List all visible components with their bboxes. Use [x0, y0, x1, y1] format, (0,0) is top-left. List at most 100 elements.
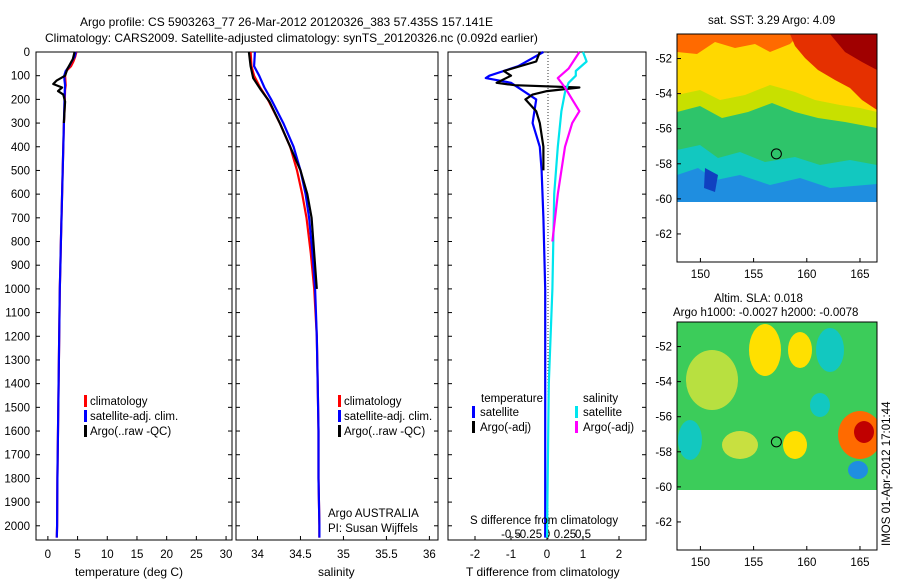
sla-warm-core	[854, 421, 874, 443]
depth-tick-label: 2000	[4, 521, 30, 533]
x-tick-label: 35.5	[375, 549, 397, 561]
sla-map-panel: Altim. SLA: 0.018 Argo h1000: -0.0027 h2…	[655, 293, 878, 569]
temperature-legend: climatology satellite-adj. clim. Argo(..…	[84, 395, 178, 438]
legend-swatch-climatology	[84, 395, 87, 407]
salinity-panel: 34 34.5 35 35.5 36 salinity climatology sate…	[235, 51, 439, 579]
sla-low-patch	[810, 393, 830, 417]
difference-lines	[484, 51, 588, 538]
x-tick-label: 5	[74, 549, 80, 561]
legend-label-climatology: climatology	[90, 396, 148, 408]
depth-tick-label: 1800	[4, 473, 30, 485]
sla-map-subtitle: Argo h1000: -0.0027 h2000: -0.0078	[673, 307, 858, 319]
legend-swatch-argo	[338, 425, 341, 437]
legend-label-argo: Argo(..raw -QC)	[344, 426, 425, 438]
legend-label-satellite: satellite-adj. clim.	[344, 411, 432, 423]
figure-title-line2: Climatology: CARS2009. Satellite-adjuste…	[45, 31, 538, 45]
depth-tick-label: 800	[11, 237, 30, 249]
sst-warm-patch	[677, 34, 800, 54]
depth-tick-label: 500	[11, 165, 30, 177]
latitude-label: -58	[655, 159, 672, 171]
legend-title-salinity: salinity	[583, 393, 618, 405]
latitude-label: -54	[655, 89, 672, 101]
longitude-label: 160	[797, 557, 816, 569]
depth-tick-label: 1000	[4, 284, 30, 296]
x2-tick-label: -0.5	[501, 529, 521, 541]
series-line-argo	[247, 51, 318, 289]
difference-legend: temperature salinity satellite Argo(-adj…	[472, 393, 634, 434]
longitude-label: 155	[744, 557, 763, 569]
depth-tick-label: 600	[11, 189, 30, 201]
depth-tick-label: 100	[11, 71, 30, 83]
latitude-label: -62	[655, 517, 672, 529]
latitude-label: -60	[655, 194, 672, 206]
longitude-label: 165	[850, 269, 869, 281]
latitude-label: -56	[655, 124, 672, 136]
x-tick-label: 0	[45, 549, 51, 561]
latitude-label: -58	[655, 447, 672, 459]
series-line-temperature-argo	[495, 51, 581, 171]
sla-low-patch	[816, 328, 844, 372]
depth-tick-label: 1400	[4, 379, 30, 391]
x-tick-label: 35	[337, 549, 350, 561]
sla-no-data	[677, 490, 877, 550]
sst-blue-band	[677, 168, 877, 202]
series-line-argo	[52, 51, 76, 124]
sla-high-patch	[788, 332, 812, 368]
legend-label-satellite: satellite-adj. clim.	[90, 411, 178, 423]
depth-tick-label: 300	[11, 118, 30, 130]
longitude-label: 150	[691, 557, 710, 569]
x-tick-label: 1	[580, 549, 586, 561]
depth-tick-label: 1700	[4, 450, 30, 462]
x-tick-label: 10	[101, 549, 114, 561]
series-line-salinity-argo	[551, 51, 581, 242]
t-difference-xlabel: T difference from climatology	[466, 565, 620, 579]
sst-map-axes: 150 155 160 165 -52 -54 -56 -58 -60 -62	[655, 54, 869, 281]
legend-swatch-temp-argo	[472, 421, 475, 433]
x-tick-label: 34.5	[289, 549, 311, 561]
depth-tick-label: 0	[24, 47, 30, 59]
series-line-satellite-adj-clim-	[253, 51, 321, 538]
x-tick-label: 20	[160, 549, 173, 561]
series-line-salinity-satellite	[545, 51, 588, 538]
longitude-label: 155	[744, 269, 763, 281]
temperature-panel: 0100200300400500600700800900100011001200…	[4, 47, 646, 579]
legend-label-temp-satellite: satellite	[480, 407, 519, 419]
s-difference-xlabel: S difference from climatology	[470, 515, 618, 527]
legend-swatch-sal-argo	[575, 421, 578, 433]
latitude-label: -52	[655, 54, 672, 66]
argo-position-marker	[770, 148, 782, 160]
latitude-label: -52	[655, 342, 672, 354]
sla-map-axes: 150 155 160 165 -52 -54 -56 -58 -60 -62	[655, 342, 869, 569]
latitude-label: -54	[655, 377, 672, 389]
temperature-axes-box	[35, 51, 233, 541]
legend-label-sal-satellite: satellite	[583, 407, 622, 419]
float-pi-label: PI: Susan Wijffels	[328, 523, 418, 535]
temperature-lines	[52, 51, 78, 538]
x-tick-label: 25	[190, 549, 203, 561]
sla-high-patch	[722, 431, 758, 459]
figure-title-line1: Argo profile: CS 5903263_77 26-Mar-2012 …	[80, 15, 493, 29]
longitude-label: 165	[850, 557, 869, 569]
salinity-xlabel: salinity	[318, 565, 355, 579]
legend-swatch-satellite	[84, 410, 87, 422]
legend-swatch-satellite	[338, 410, 341, 422]
depth-tick-label: 1300	[4, 355, 30, 367]
timestamp-stamp: IMOS 01-Apr-2012 17:01:44	[881, 401, 893, 546]
x-tick-label: 15	[131, 549, 144, 561]
latitude-label: -60	[655, 482, 672, 494]
salinity-lines	[247, 51, 321, 538]
longitude-label: 160	[797, 269, 816, 281]
depth-tick-label: 200	[11, 94, 30, 106]
legend-label-climatology: climatology	[344, 396, 402, 408]
depth-tick-label: 1200	[4, 331, 30, 343]
sst-cold-spot	[704, 168, 718, 192]
temperature-xlabel: temperature (deg C)	[75, 565, 183, 579]
x2-tick-label: -0.25	[516, 529, 542, 541]
latitude-label: -62	[655, 229, 672, 241]
x-tick-label: -2	[470, 549, 480, 561]
legend-label-sal-argo: Argo(-adj)	[583, 422, 634, 434]
legend-swatch-climatology	[338, 395, 341, 407]
sst-map-title: sat. SST: 3.29 Argo: 4.09	[708, 15, 835, 27]
legend-label-argo: Argo(..raw -QC)	[90, 426, 171, 438]
